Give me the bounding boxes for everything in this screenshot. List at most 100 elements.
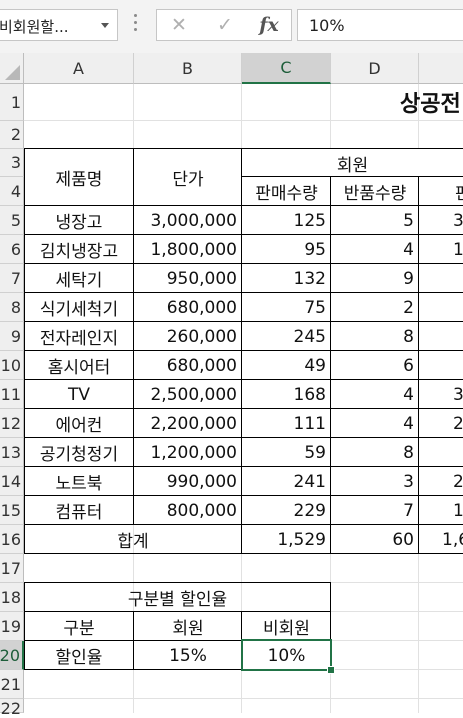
product-returns[interactable]: 7 (403, 500, 414, 521)
header-price[interactable]: 단가 (134, 149, 242, 205)
header-product[interactable]: 제품명 (24, 149, 134, 205)
product-name[interactable]: 홈시어터 (47, 358, 111, 378)
product-price[interactable]: 260,000 (166, 326, 237, 347)
product-price[interactable]: 800,000 (166, 500, 237, 521)
row-header-8[interactable]: 8 (0, 293, 24, 322)
total-sales[interactable]: 1,529 (277, 529, 326, 550)
row-header-6[interactable]: 6 (0, 235, 24, 264)
product-returns[interactable]: 4 (403, 384, 414, 405)
row-header-22[interactable]: 22 (0, 699, 24, 718)
row-header-7[interactable]: 7 (0, 264, 24, 293)
header-e4[interactable]: 판 (419, 177, 463, 205)
enter-icon[interactable]: ✓ (217, 14, 233, 36)
product-name[interactable]: 노트북 (55, 474, 103, 494)
product-name[interactable]: 에어컨 (55, 416, 103, 436)
row-header-12[interactable]: 12 (0, 409, 24, 438)
product-name[interactable]: 전자레인지 (39, 329, 119, 349)
discount-col-member[interactable]: 회원 (172, 619, 204, 639)
product-e[interactable]: 3 (453, 210, 463, 231)
product-price[interactable]: 680,000 (166, 355, 237, 376)
chevron-down-icon[interactable] (101, 23, 109, 28)
discount-row-label[interactable]: 할인율 (55, 648, 103, 668)
column-header-c[interactable]: C (242, 53, 331, 84)
discount-col-category[interactable]: 구분 (63, 619, 95, 639)
product-name[interactable]: TV (67, 384, 90, 405)
product-sales[interactable]: 111 (293, 413, 326, 434)
fill-handle[interactable] (327, 666, 335, 674)
product-sales[interactable]: 125 (293, 210, 326, 231)
discount-col-nonmember[interactable]: 비회원 (263, 619, 310, 639)
row-header-21[interactable]: 21 (0, 670, 24, 699)
product-sales[interactable]: 245 (293, 326, 326, 347)
row-header-17[interactable]: 17 (0, 554, 24, 583)
drag-handle-icon[interactable] (134, 14, 138, 34)
column-header-d[interactable]: D (331, 53, 419, 84)
product-sales[interactable]: 75 (304, 297, 326, 318)
row-header-11[interactable]: 11 (0, 380, 24, 409)
product-price[interactable]: 680,000 (166, 297, 237, 318)
column-header-a[interactable]: A (24, 53, 134, 84)
product-price[interactable]: 3,000,000 (150, 210, 237, 231)
product-returns[interactable]: 4 (403, 413, 414, 434)
select-all-button[interactable] (0, 53, 24, 84)
nonmember-rate-cell[interactable]: 10% (267, 645, 306, 666)
total-label[interactable]: 합계 (117, 532, 149, 552)
row-header-13[interactable]: 13 (0, 438, 24, 467)
insert-function-icon[interactable]: fx (259, 14, 279, 36)
column-header-b[interactable]: B (134, 53, 242, 84)
product-sales[interactable]: 229 (293, 500, 326, 521)
product-name[interactable]: 컴퓨터 (55, 503, 103, 523)
product-returns[interactable]: 9 (403, 268, 414, 289)
active-cell-selection[interactable] (241, 639, 332, 671)
product-returns[interactable]: 4 (403, 239, 414, 260)
product-sales[interactable]: 49 (304, 355, 326, 376)
header-return-qty[interactable]: 반품수량 (331, 177, 419, 205)
product-e[interactable]: 1 (453, 500, 463, 521)
row-header-15[interactable]: 15 (0, 496, 24, 525)
product-e[interactable]: 2 (453, 471, 463, 492)
product-price[interactable]: 2,200,000 (150, 413, 237, 434)
header-member[interactable]: 회원 (242, 149, 463, 177)
product-sales[interactable]: 59 (304, 442, 326, 463)
product-returns[interactable]: 3 (403, 471, 414, 492)
formula-input[interactable]: 10% (297, 9, 463, 41)
row-header-3[interactable]: 3 (0, 149, 24, 177)
product-sales[interactable]: 95 (304, 239, 326, 260)
product-e[interactable]: 2 (453, 413, 463, 434)
name-box[interactable]: 비회원할... (0, 9, 118, 41)
cancel-icon[interactable]: ✕ (171, 14, 187, 36)
row-header-4[interactable]: 4 (0, 177, 24, 206)
row-header-2[interactable]: 2 (0, 121, 24, 149)
row-header-19[interactable]: 19 (0, 612, 24, 641)
product-name[interactable]: 냉장고 (55, 213, 103, 233)
product-returns[interactable]: 5 (403, 210, 414, 231)
row-header-18[interactable]: 18 (0, 583, 24, 612)
product-price[interactable]: 1,800,000 (150, 239, 237, 260)
header-sales-qty[interactable]: 판매수량 (242, 177, 331, 205)
row-header-1[interactable]: 1 (0, 84, 24, 121)
product-price[interactable]: 1,200,000 (150, 442, 237, 463)
product-name[interactable]: 식기세척기 (39, 300, 119, 320)
total-returns[interactable]: 60 (392, 529, 414, 550)
total-e[interactable]: 1,6 (442, 529, 463, 550)
column-header-e[interactable] (419, 53, 463, 84)
product-sales[interactable]: 241 (293, 471, 326, 492)
row-header-14[interactable]: 14 (0, 467, 24, 496)
product-sales[interactable]: 168 (293, 384, 326, 405)
row-header-9[interactable]: 9 (0, 322, 24, 351)
product-name[interactable]: 세탁기 (55, 271, 103, 291)
product-returns[interactable]: 2 (403, 297, 414, 318)
product-e[interactable]: 3 (453, 384, 463, 405)
row-header-16[interactable]: 16 (0, 525, 24, 554)
discount-table-title[interactable]: 구분별 할인율 (127, 590, 228, 610)
product-price[interactable]: 990,000 (166, 471, 237, 492)
row-header-10[interactable]: 10 (0, 351, 24, 380)
product-returns[interactable]: 8 (403, 442, 414, 463)
product-returns[interactable]: 6 (403, 355, 414, 376)
product-e[interactable]: 1 (453, 239, 463, 260)
product-price[interactable]: 950,000 (166, 268, 237, 289)
row-header-20[interactable]: 20 (0, 641, 24, 670)
product-price[interactable]: 2,500,000 (150, 384, 237, 405)
row-header-5[interactable]: 5 (0, 206, 24, 235)
product-sales[interactable]: 132 (293, 268, 326, 289)
